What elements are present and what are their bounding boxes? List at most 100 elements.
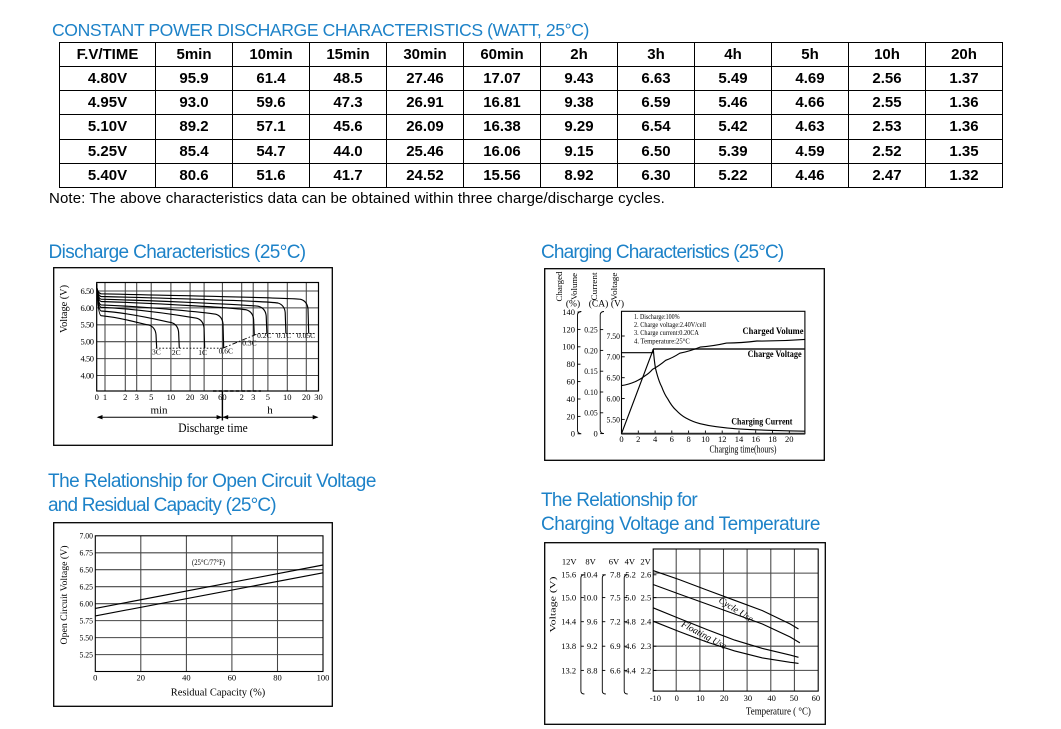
svg-text:5.50: 5.50 <box>81 320 95 330</box>
svg-text:5.50: 5.50 <box>80 633 94 643</box>
svg-text:15.0: 15.0 <box>561 593 576 603</box>
svg-text:0.6C: 0.6C <box>219 347 233 356</box>
svg-text:Residual Capacity (%): Residual Capacity (%) <box>171 687 266 699</box>
svg-text:1. Discharge:100%: 1. Discharge:100% <box>634 313 680 321</box>
svg-text:10: 10 <box>167 392 176 402</box>
svg-text:5.2: 5.2 <box>625 570 636 580</box>
svg-text:20: 20 <box>720 693 729 703</box>
svg-text:30: 30 <box>744 693 753 703</box>
svg-text:Temperature ( °C): Temperature ( °C) <box>746 707 811 718</box>
svg-text:4.6: 4.6 <box>625 641 636 651</box>
svg-text:100: 100 <box>562 342 575 352</box>
svg-text:40: 40 <box>182 673 191 683</box>
svg-text:0.1C: 0.1C <box>277 331 291 340</box>
svg-text:Charged Volume: Charged Volume <box>743 327 804 337</box>
svg-text:10: 10 <box>701 434 710 444</box>
svg-text:9.6: 9.6 <box>587 617 598 627</box>
svg-text:4.00: 4.00 <box>81 370 95 380</box>
svg-text:2.4: 2.4 <box>641 617 652 627</box>
svg-text:5.50: 5.50 <box>607 414 621 424</box>
svg-text:2V: 2V <box>640 557 651 567</box>
svg-text:min: min <box>150 405 168 417</box>
svg-text:5.0: 5.0 <box>625 593 636 603</box>
svg-text:Charged: Charged <box>554 271 564 302</box>
svg-text:2. Charge voltage:2.40V/cell: 2. Charge voltage:2.40V/cell <box>634 321 706 329</box>
svg-text:2.6: 2.6 <box>641 570 652 580</box>
svg-text:0: 0 <box>571 429 575 439</box>
svg-text:80: 80 <box>273 673 282 683</box>
svg-text:12: 12 <box>718 434 727 444</box>
svg-text:Charging time(hours): Charging time(hours) <box>710 445 777 456</box>
svg-text:Volume: Volume <box>569 273 579 300</box>
svg-text:2: 2 <box>636 434 640 444</box>
svg-text:5: 5 <box>149 392 153 402</box>
svg-text:60: 60 <box>812 693 821 703</box>
svg-text:Current: Current <box>589 272 599 301</box>
svg-text:0: 0 <box>675 693 679 703</box>
svg-text:18: 18 <box>768 434 777 444</box>
svg-text:2.2: 2.2 <box>641 665 652 675</box>
svg-text:0.10: 0.10 <box>584 387 598 397</box>
svg-text:(V): (V) <box>611 299 624 310</box>
svg-text:40: 40 <box>567 394 576 404</box>
svg-text:7.5: 7.5 <box>610 593 621 603</box>
svg-text:7.00: 7.00 <box>607 352 621 362</box>
svg-text:16: 16 <box>751 434 760 444</box>
svg-text:20: 20 <box>785 434 794 444</box>
svg-text:0.25: 0.25 <box>584 325 598 335</box>
svg-text:60: 60 <box>228 673 237 683</box>
svg-text:3: 3 <box>135 392 139 402</box>
svg-text:5.00: 5.00 <box>81 337 95 347</box>
svg-text:30: 30 <box>314 392 323 402</box>
svg-text:Voltage: Voltage <box>609 272 619 300</box>
svg-text:0.3C: 0.3C <box>242 338 256 347</box>
svg-text:80: 80 <box>567 359 576 369</box>
svg-text:100: 100 <box>317 673 330 683</box>
svg-text:Voltage (V): Voltage (V) <box>547 576 557 632</box>
svg-text:2C: 2C <box>172 348 181 357</box>
svg-text:50: 50 <box>790 693 799 703</box>
svg-text:0: 0 <box>593 429 597 439</box>
svg-text:0.20: 0.20 <box>584 345 598 355</box>
svg-text:14.4: 14.4 <box>561 617 577 627</box>
svg-text:60: 60 <box>567 377 576 387</box>
svg-text:7.50: 7.50 <box>607 331 621 341</box>
svg-text:6.00: 6.00 <box>81 303 95 313</box>
svg-text:5: 5 <box>266 392 270 402</box>
svg-text:0.05: 0.05 <box>584 408 598 418</box>
svg-text:5.25: 5.25 <box>80 650 94 660</box>
svg-text:20: 20 <box>567 411 576 421</box>
svg-text:6.50: 6.50 <box>80 565 94 575</box>
svg-text:3: 3 <box>251 392 255 402</box>
svg-text:2.5: 2.5 <box>641 593 652 603</box>
svg-text:0.05C: 0.05C <box>297 331 315 340</box>
svg-text:6.6: 6.6 <box>610 665 621 675</box>
svg-text:6: 6 <box>670 434 674 444</box>
svg-text:4.4: 4.4 <box>625 665 636 675</box>
svg-text:3C: 3C <box>152 348 161 357</box>
svg-text:4V: 4V <box>625 557 636 567</box>
svg-text:10.4: 10.4 <box>583 570 599 580</box>
svg-text:6.75: 6.75 <box>80 548 94 558</box>
svg-text:(%): (%) <box>566 299 580 310</box>
svg-text:20: 20 <box>137 673 146 683</box>
svg-text:2: 2 <box>123 392 127 402</box>
svg-text:4.8: 4.8 <box>625 617 636 627</box>
svg-text:1: 1 <box>103 392 107 402</box>
svg-text:120: 120 <box>562 324 575 334</box>
svg-text:15.6: 15.6 <box>561 570 576 580</box>
svg-text:20: 20 <box>302 392 311 402</box>
svg-text:4. Temperature:25°C: 4. Temperature:25°C <box>634 337 690 345</box>
svg-text:7.2: 7.2 <box>610 617 621 627</box>
svg-text:13.2: 13.2 <box>561 665 576 675</box>
svg-text:Charge Voltage: Charge Voltage <box>748 350 802 360</box>
svg-text:-10: -10 <box>650 693 661 703</box>
svg-text:Open Circuit Voltage (V): Open Circuit Voltage (V) <box>59 546 69 645</box>
svg-text:0.15: 0.15 <box>584 366 598 376</box>
svg-text:Discharge time: Discharge time <box>178 421 248 435</box>
svg-text:6.00: 6.00 <box>607 393 621 403</box>
svg-text:6.50: 6.50 <box>81 286 95 296</box>
svg-text:h: h <box>267 405 273 417</box>
svg-text:7.00: 7.00 <box>80 531 94 541</box>
svg-text:13.8: 13.8 <box>561 641 576 651</box>
